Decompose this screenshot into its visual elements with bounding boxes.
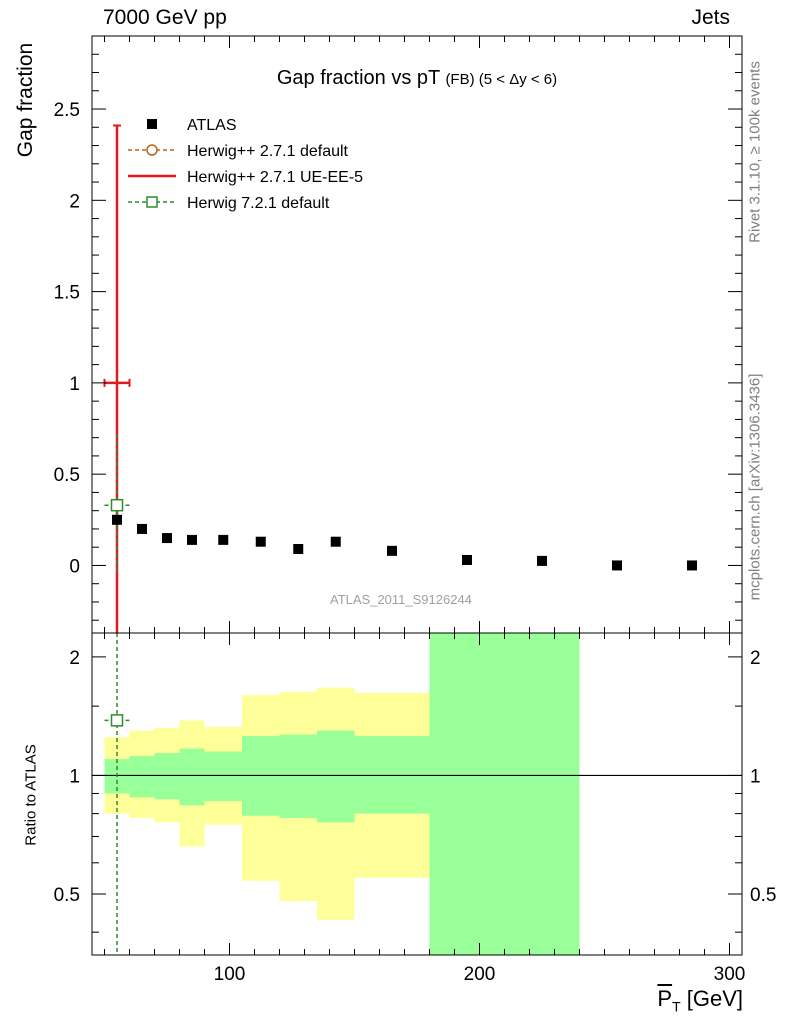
atlas-point-5 (255, 536, 266, 547)
title-sub: (FB) (5 < Δy < 6) (445, 71, 558, 88)
header-right: Jets (691, 6, 730, 29)
chart-title: Gap fraction vs pT (FB) (5 < Δy < 6) (0, 67, 786, 90)
x-tick-label-0: 100 (214, 964, 246, 985)
ratio-y-label-right-1: 1 (750, 766, 761, 787)
atlas-point-10 (537, 555, 547, 566)
axis-ticks: 100 200 300 0 0.5 1 1.5 2 2.5 0.5 0.5 1 1 2 2 (54, 36, 776, 985)
legend-atlas-marker (147, 119, 157, 129)
ratio-y-label-right-2: 2 (750, 648, 761, 669)
ratio-h721-marker (110, 714, 124, 727)
ratio-band-inner-9 (429, 633, 580, 955)
ratio-frame (91, 632, 743, 956)
atlas-point-1 (137, 523, 147, 534)
legend-atlas-label: ATLAS (187, 117, 237, 134)
legend-herwigpp-label: Herwig++ 2.7.1 default (187, 143, 349, 160)
ratio-band-inner-6 (279, 734, 317, 818)
ratio-band-inner-4 (204, 751, 242, 802)
ratio-series (92, 633, 742, 955)
atlas-point-2 (162, 533, 172, 544)
atlas-point-0 (112, 514, 122, 525)
ratio-band-inner-2 (154, 753, 180, 800)
rivet-label: Rivet 3.1.10, ≥ 100k events (746, 61, 764, 243)
x-axis-label-unit: [GeV] (686, 986, 743, 1011)
main-series (103, 124, 697, 633)
ratio-band-inner-8 (354, 735, 430, 814)
atlas-point-7 (330, 536, 341, 547)
ratio-band-inner-7 (317, 730, 355, 823)
legend-herwigpp-marker (146, 144, 158, 156)
legend-ue-ee5-label: Herwig++ 2.7.1 UE-EE-5 (187, 169, 363, 186)
legend-h721-marker (146, 196, 158, 208)
plot-frames (91, 35, 743, 956)
ratio-y-label-right-0: 0.5 (750, 885, 776, 906)
legend-h721-label: Herwig 7.2.1 default (187, 195, 330, 212)
y-tick-label-0: 0 (69, 556, 80, 577)
x-axis-label-sub: T (672, 998, 681, 1015)
watermark: ATLAS_2011_S9126244 (330, 592, 472, 607)
y-tick-label-1: 0.5 (54, 465, 80, 486)
y-tick-label-3: 1.5 (54, 283, 80, 304)
atlas-point-4 (218, 534, 229, 545)
ratio-band-inner-3 (179, 748, 205, 806)
y-tick-label-4: 2 (69, 191, 80, 212)
atlas-point-8 (387, 545, 397, 556)
ratio-band-inner-1 (129, 756, 155, 798)
atlas-point-9 (462, 554, 472, 565)
x-tick-label-2: 300 (714, 964, 746, 985)
atlas-point-6 (293, 544, 304, 555)
ratio-y-label-left-1: 1 (69, 766, 80, 787)
ratio-y-label-left-2: 2 (69, 648, 80, 669)
y-tick-label-2: 1 (69, 374, 80, 395)
h721-marker (110, 498, 124, 512)
legend: ATLAS Herwig++ 2.7.1 default Herwig++ 2.7.… (128, 117, 363, 212)
atlas-point-3 (187, 534, 197, 545)
header-left: 7000 GeV pp (103, 6, 227, 29)
x-tick-label-1: 200 (464, 964, 496, 985)
ratio-y-label-left-0: 0.5 (54, 885, 80, 906)
x-axis-label-p: P (657, 986, 673, 1011)
x-axis-label: PT [GeV] (657, 986, 743, 1014)
ratio-uncertainty-bands (104, 633, 580, 955)
y-tick-label-5: 2.5 (54, 100, 80, 121)
title-main: Gap fraction vs pT (276, 67, 440, 89)
atlas-point-12 (687, 560, 697, 571)
ratio-y-axis-label: Ratio to ATLAS (22, 744, 40, 846)
atlas-point-11 (612, 560, 622, 571)
mcplots-label: mcplots.cern.ch [arXiv:1306.3436] (746, 373, 764, 601)
y-axis-label: Gap fraction (14, 42, 37, 158)
